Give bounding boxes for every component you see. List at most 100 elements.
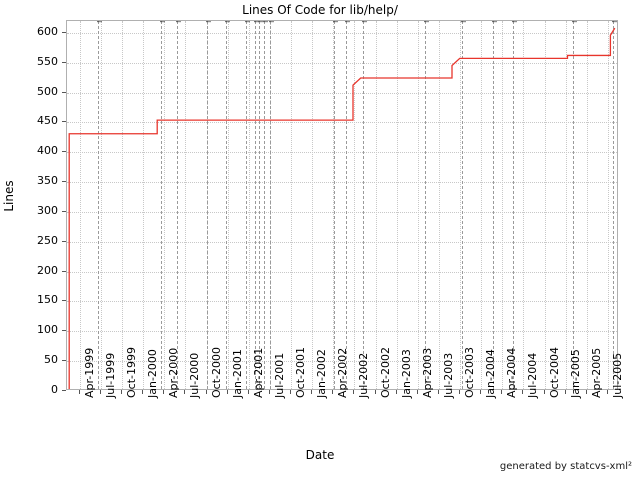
x-axis-tick-mark [501,390,503,394]
y-axis-tick-mark [62,31,66,33]
x-axis-tick-label: Jan-2002 [315,349,329,398]
y-axis-tick-mark [62,240,66,242]
release-tag-line [207,21,209,389]
y-axis-tick-mark [62,210,66,212]
x-axis-tick-label: Apr-2004 [505,347,519,398]
x-axis-tick-mark [585,390,587,394]
chart-title: Lines Of Code for lib/help/ [242,3,398,17]
x-axis-tick-label: Jul-2000 [188,352,202,398]
gridline-vertical [438,21,440,389]
x-axis-tick-label: Oct-2002 [378,347,392,398]
gridline-vertical [227,21,229,389]
gridline-vertical [607,21,609,389]
x-axis-tick-label: Apr-2000 [167,347,181,398]
x-axis-tick-label: Jan-2000 [146,349,160,398]
x-axis-tick-mark [99,390,101,394]
x-axis-tick-label: Oct-2001 [294,347,308,398]
x-axis-tick-mark [543,390,545,394]
gridline-horizontal [67,62,617,64]
y-axis-tick-label: 150 [37,293,58,307]
x-axis-tick-mark [564,390,566,394]
gridline-vertical [354,21,356,389]
x-axis-tick-label: Jul-2003 [441,352,455,398]
gridline-vertical [248,21,250,389]
gridline-vertical [291,21,293,389]
x-axis-tick-mark [121,390,123,394]
y-axis-tick-mark [62,181,66,183]
y-axis-tick-mark [62,390,66,391]
x-axis-tick-mark [142,390,144,394]
x-axis-tick-label: Apr-2005 [589,347,603,398]
gridline-vertical [143,21,145,389]
y-axis-tick-mark [62,151,66,153]
release-tag-line [97,21,99,389]
release-tag-line [225,21,227,389]
plot-area: rel-0-95-4rel-0-95-5rel-0-95-6rel-0-95-7… [66,20,618,390]
y-axis-tick-label: 350 [37,174,58,188]
x-axis-tick-mark [480,390,482,394]
x-axis-tick-label: Jul-2002 [357,352,371,398]
release-tag-line [613,21,615,389]
x-axis-tick-mark [395,390,397,394]
x-axis-tick-label: Jul-2001 [272,352,286,398]
y-axis-tick-label: 250 [37,233,58,247]
y-axis-label: Lines [2,180,16,212]
x-axis-tick-mark [163,390,165,394]
series-polyline [68,27,616,389]
gridline-horizontal [67,152,617,154]
y-axis-tick-mark [62,360,66,362]
y-axis-tick-label: 300 [37,203,58,217]
gridline-horizontal [67,211,617,213]
gridline-horizontal [67,271,617,273]
x-axis-tick-mark [268,390,270,394]
gridline-vertical [100,21,102,389]
gridline-vertical [502,21,504,389]
x-axis-tick-mark [606,390,608,394]
x-axis-tick-label: Jan-2003 [399,349,413,398]
x-axis-tick-mark [416,390,418,394]
y-axis-tick-label: 550 [37,54,58,68]
y-axis-tick-label: 450 [37,114,58,128]
y-axis-tick-mark [62,300,66,302]
release-tag-line [362,21,364,389]
release-tag-line [246,21,248,389]
x-axis-tick-label: Jul-2005 [610,352,624,398]
y-axis-tick-mark [62,61,66,63]
y-axis-tick-mark [62,270,66,272]
x-axis-tick-mark [311,390,313,394]
y-axis-tick-label: 0 [51,383,58,396]
gridline-vertical [544,21,546,389]
x-axis-tick-mark [205,390,207,394]
release-tag-line [424,21,426,389]
x-axis-tick-label: Oct-2000 [209,347,223,398]
gridline-vertical [565,21,567,389]
y-axis-tick-label: 100 [37,323,58,337]
x-axis-tick-mark [332,390,334,394]
y-axis-tick-label: 400 [37,144,58,158]
x-axis-tick-label: Jan-2001 [230,349,244,398]
gridline-vertical [333,21,335,389]
release-tag-line [160,21,162,389]
x-axis-tick-label: Oct-2003 [463,347,476,398]
y-axis-tick-mark [62,330,66,332]
gridline-horizontal [67,182,617,184]
release-tag-line [259,21,261,389]
release-tag-line [177,21,179,389]
release-tag-line [263,21,265,389]
x-axis-tick-label: Apr-1999 [82,347,96,398]
gridline-vertical [185,21,187,389]
release-tag-line [462,21,464,389]
gridline-horizontal [67,241,617,243]
y-axis-tick-label: 50 [44,353,58,367]
x-axis-tick-label: Jul-1999 [103,352,117,398]
gridline-vertical [312,21,314,389]
x-axis-tick-label: Apr-2003 [420,347,434,398]
x-axis-tick-label: Jan-2004 [484,349,498,398]
y-axis-tick-label: 600 [37,24,58,38]
x-axis-tick-label: Oct-1999 [125,347,139,398]
gridline-horizontal [67,301,617,303]
x-axis-tick-mark [437,390,439,394]
release-tag-line [346,21,348,389]
gridline-vertical [460,21,461,389]
